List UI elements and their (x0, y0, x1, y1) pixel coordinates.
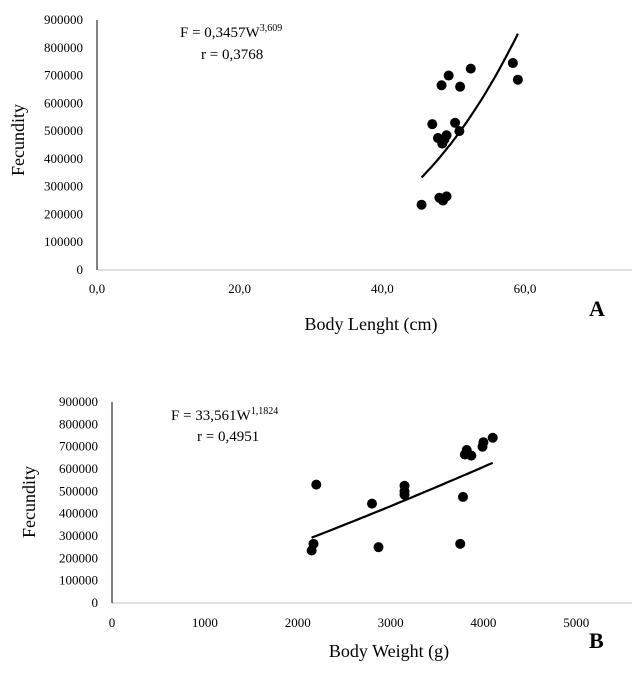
x-tick-label: 40,0 (371, 281, 394, 296)
x-tick-label: 2000 (285, 615, 311, 630)
y-tick-label: 700000 (59, 439, 98, 454)
y-tick-label: 200000 (44, 206, 83, 221)
data-point (416, 199, 427, 210)
data-point (308, 538, 319, 549)
y-tick-label: 100000 (44, 234, 83, 249)
x-tick-label: 1000 (192, 615, 218, 630)
y-tick-label: 900000 (59, 394, 98, 409)
y-tick-label: 600000 (59, 461, 98, 476)
data-point (465, 63, 476, 74)
x-axis-title: Body Lenght (cm) (305, 314, 438, 335)
x-tick-label: 5000 (563, 615, 589, 630)
y-tick-label: 500000 (59, 483, 98, 498)
correlation-label: r = 0,3768 (201, 47, 263, 63)
data-point (441, 130, 452, 141)
correlation-label: r = 0,4951 (197, 429, 259, 445)
x-tick-label: 4000 (470, 615, 496, 630)
y-axis-title: Fecundity (8, 104, 28, 176)
y-tick-label: 700000 (44, 68, 83, 83)
y-axis-title: Fecundity (19, 466, 39, 538)
x-tick-label: 3000 (378, 615, 404, 630)
y-tick-label: 800000 (59, 416, 98, 431)
data-point (454, 126, 465, 137)
data-point (450, 117, 461, 128)
y-tick-labels: 0 100000 200000 300000 400000 500000 600000 700… (44, 12, 83, 277)
x-tick-labels: 0 1000 2000 3000 4000 5000 (109, 615, 590, 630)
y-tick-label: 300000 (59, 528, 98, 543)
x-tick-label: 60,0 (514, 281, 537, 296)
data-points (416, 58, 523, 210)
equation-label: F = 0,3457W3,609 (180, 23, 282, 41)
data-point (455, 538, 466, 549)
y-tick-label: 900000 (44, 12, 83, 27)
y-tick-labels: 0 100000 200000 300000 400000 500000 600000 700… (59, 394, 98, 610)
chart-panel-a: 0 100000 200000 300000 400000 500000 600000 700… (8, 12, 632, 335)
data-point (512, 74, 523, 85)
data-points (306, 432, 498, 556)
power-trendline (420, 33, 519, 179)
data-point (478, 437, 489, 448)
data-point (507, 58, 518, 69)
chart-panel-b: 0 100000 200000 300000 400000 500000 600000 700… (19, 394, 632, 662)
data-point (373, 542, 384, 553)
data-point (466, 450, 477, 461)
data-point (427, 119, 438, 130)
x-tick-label: 20,0 (228, 281, 251, 296)
y-tick-label: 300000 (44, 179, 83, 194)
panel-label: A (589, 296, 605, 321)
data-point (443, 70, 454, 81)
y-tick-label: 0 (77, 262, 84, 277)
y-tick-label: 600000 (44, 95, 83, 110)
y-tick-label: 200000 (59, 550, 98, 565)
x-axis-title: Body Weight (g) (329, 641, 449, 662)
y-tick-label: 400000 (59, 506, 98, 521)
data-point (487, 432, 498, 443)
x-tick-label: 0,0 (89, 281, 105, 296)
data-point (455, 81, 466, 92)
data-point (436, 80, 447, 91)
y-tick-label: 0 (92, 595, 99, 610)
y-tick-label: 100000 (59, 573, 98, 588)
x-tick-labels: 0,0 20,0 40,0 60,0 (89, 281, 537, 296)
data-point (399, 489, 410, 500)
data-point (458, 491, 468, 502)
panel-label: B (589, 628, 604, 653)
equation-label: F = 33,561W1,1824 (171, 406, 278, 424)
power-trendline (311, 461, 494, 539)
x-tick-label: 0 (109, 615, 116, 630)
data-point (367, 498, 377, 509)
y-tick-label: 500000 (44, 123, 83, 138)
y-tick-label: 800000 (44, 40, 83, 55)
y-tick-label: 400000 (44, 151, 83, 166)
data-point (441, 191, 452, 202)
data-point (311, 479, 322, 490)
